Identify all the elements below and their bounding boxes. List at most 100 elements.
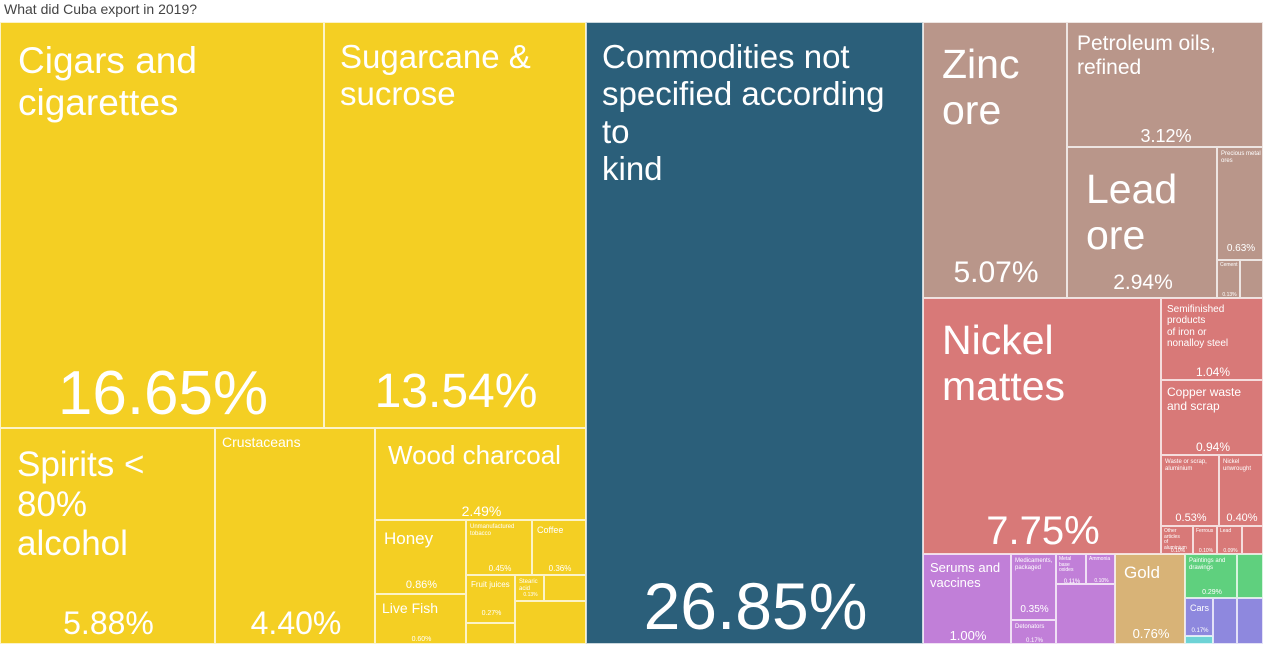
- treemap-label: Gold: [1124, 563, 1160, 582]
- treemap-percent: 7.75%: [986, 509, 1100, 553]
- treemap-percent: 0.11%: [1063, 579, 1081, 584]
- treemap-label: Commodities not specified according to k…: [602, 38, 885, 187]
- treemap-percent: 5.07%: [953, 256, 1039, 289]
- treemap-percent: 4.40%: [250, 605, 342, 641]
- treemap-cell-sugarcane-sucrose[interactable]: Sugarcane & sucrose 13.54%: [324, 22, 586, 428]
- treemap-label: Nickel unwrought: [1223, 459, 1252, 472]
- treemap-cell-minor[interactable]: [1056, 584, 1115, 644]
- treemap-cell-minor[interactable]: [1213, 598, 1237, 644]
- treemap-cell-ferrous[interactable]: Ferrous 0.10%: [1193, 526, 1217, 554]
- treemap-percent: 0.29%: [1202, 589, 1222, 596]
- treemap-percent: 0.63%: [1226, 243, 1256, 254]
- treemap-percent: 0.35%: [1020, 604, 1049, 615]
- treemap-cell-other-articles-of-aluminium[interactable]: Other articles of aluminium 0.10%: [1161, 526, 1193, 554]
- treemap-cell-honey[interactable]: Honey 0.86%: [375, 520, 466, 594]
- treemap-cell-minor[interactable]: [544, 575, 586, 601]
- treemap-percent: 1.04%: [1195, 365, 1231, 379]
- treemap-percent: 0.60%: [411, 636, 432, 643]
- treemap-cell-lead[interactable]: Lead 0.09%: [1217, 526, 1242, 554]
- treemap-cell-cigars-and-cigarettes[interactable]: Cigars and cigarettes 16.65%: [0, 22, 324, 428]
- treemap-percent: 0.27%: [481, 610, 502, 617]
- treemap-percent: 0.40%: [1226, 512, 1258, 524]
- treemap-percent: 0.10%: [1094, 578, 1109, 584]
- treemap-label: Zinc ore: [942, 41, 1020, 134]
- treemap-label: Ammonia: [1089, 556, 1111, 562]
- treemap-cell-unmanufactured-tobacco[interactable]: Unmanufactured tobacco 0.45%: [466, 520, 532, 575]
- treemap-label: Coffee: [537, 525, 564, 535]
- treemap-label: Serums and vaccines: [930, 560, 1001, 590]
- treemap-cell-gold[interactable]: Gold 0.76%: [1115, 554, 1185, 644]
- treemap-cell-ammonia[interactable]: Ammonia 0.10%: [1086, 554, 1115, 584]
- treemap-cell-nickel-mattes[interactable]: Nickel mattes 7.75%: [923, 298, 1161, 554]
- treemap-cell-commodities-not-specified-according-to-kind[interactable]: Commodities not specified according to k…: [586, 22, 923, 644]
- treemap-cell-live-fish[interactable]: Live Fish 0.60%: [375, 594, 466, 644]
- treemap-cell-coffee[interactable]: Coffee 0.36%: [532, 520, 586, 575]
- treemap-cell-nickel-unwrought[interactable]: Nickel unwrought 0.40%: [1219, 455, 1263, 526]
- treemap-label: Detonators: [1015, 624, 1045, 630]
- treemap-cell-wood-charcoal[interactable]: Wood charcoal 2.49%: [375, 428, 586, 520]
- treemap-percent: 0.17%: [1191, 628, 1209, 634]
- treemap-label: Cement: [1220, 262, 1238, 268]
- treemap-label: Ferrous: [1196, 528, 1214, 534]
- treemap-label: Cigars and cigarettes: [18, 40, 197, 123]
- treemap-cell-paintings-and-drawings[interactable]: Paintings and drawings 0.29%: [1185, 554, 1237, 598]
- treemap-cell-spirits-80-alcohol[interactable]: Spirits < 80% alcohol 5.88%: [0, 428, 215, 644]
- treemap-label: Lead ore: [1086, 166, 1178, 259]
- treemap-percent: 0.53%: [1175, 512, 1207, 524]
- treemap-label: Unmanufactured tobacco: [470, 524, 515, 537]
- treemap-label: Metal base oxides: [1059, 556, 1074, 574]
- treemap-percent: 5.88%: [63, 605, 154, 641]
- treemap-label: Lead: [1220, 528, 1232, 534]
- treemap-percent: 0.10%: [1198, 548, 1214, 554]
- treemap-cell-precious-metal-ores[interactable]: Precious metal ores 0.63%: [1217, 147, 1263, 260]
- treemap-percent: 0.09%: [1223, 548, 1238, 554]
- treemap-cell-lead-ore[interactable]: Lead ore 2.94%: [1067, 147, 1217, 298]
- treemap-percent: 0.45%: [488, 564, 512, 573]
- treemap-cell-minor[interactable]: [1242, 526, 1263, 554]
- treemap-cell-stearic-acid[interactable]: Stearic acid 0.13%: [515, 575, 544, 601]
- treemap-cell-serums-and-vaccines[interactable]: Serums and vaccines 1.00%: [923, 554, 1011, 644]
- treemap-cell-crustaceans[interactable]: Crustaceans 4.40%: [215, 428, 375, 644]
- treemap-label: Waste or scrap, aluminium: [1165, 459, 1207, 472]
- treemap-label: Semifinished products of iron or nonallo…: [1167, 304, 1229, 349]
- treemap-label: Spirits < 80% alcohol: [17, 445, 145, 564]
- treemap-cell-minor[interactable]: [1185, 636, 1213, 644]
- treemap-percent: 0.17%: [1025, 638, 1043, 644]
- treemap-label: Honey: [384, 529, 434, 548]
- treemap-percent: 0.76%: [1132, 626, 1170, 641]
- treemap-percent: 0.13%: [523, 592, 538, 598]
- treemap-label: Crustaceans: [222, 434, 301, 450]
- treemap-label: Precious metal ores: [1221, 151, 1261, 164]
- treemap-percent: 2.94%: [1113, 271, 1173, 294]
- treemap-cell-minor[interactable]: [1237, 598, 1263, 644]
- treemap-cell-fruit-juices[interactable]: Fruit juices 0.27%: [466, 575, 515, 623]
- treemap-label: Wood charcoal: [388, 440, 561, 470]
- treemap-percent: 0.13%: [1222, 292, 1237, 298]
- treemap-percent: 1.00%: [949, 628, 987, 643]
- treemap-cell-cars[interactable]: Cars 0.17%: [1185, 598, 1213, 636]
- treemap-cell-cement[interactable]: Cement 0.13%: [1217, 260, 1240, 298]
- treemap-cell-waste-or-scrap-aluminium[interactable]: Waste or scrap, aluminium 0.53%: [1161, 455, 1219, 526]
- treemap-cell-petroleum-oils-refined[interactable]: Petroleum oils, refined 3.12%: [1067, 22, 1263, 147]
- treemap-cell-metal-base-oxides[interactable]: Metal base oxides 0.11%: [1056, 554, 1086, 584]
- treemap-cell-detonators[interactable]: Detonators 0.17%: [1011, 620, 1056, 644]
- treemap-cell-minor[interactable]: [1240, 260, 1263, 298]
- treemap-cell-minor[interactable]: [466, 623, 515, 644]
- treemap-percent: 3.12%: [1140, 126, 1192, 146]
- treemap-percent: 13.54%: [374, 365, 538, 418]
- treemap-label: Stearic acid: [519, 579, 538, 592]
- treemap-label: Cars: [1190, 603, 1210, 613]
- treemap-label: Copper waste and scrap: [1167, 385, 1242, 413]
- treemap-cell-zinc-ore[interactable]: Zinc ore 5.07%: [923, 22, 1067, 298]
- treemap-label: Sugarcane & sucrose: [340, 38, 531, 113]
- chart-title: What did Cuba export in 2019?: [4, 1, 198, 17]
- treemap-cell-minor[interactable]: [515, 601, 586, 644]
- treemap-percent: 26.85%: [643, 569, 868, 643]
- treemap-cell-semifinished-products-of-iron-or-nonalloy-steel[interactable]: Semifinished products of iron or nonallo…: [1161, 298, 1263, 380]
- treemap-label: Other articles of aluminium: [1164, 528, 1187, 551]
- treemap-percent: 0.94%: [1195, 440, 1231, 454]
- treemap-cell-medicaments-packaged[interactable]: Medicaments, packaged 0.35%: [1011, 554, 1056, 620]
- treemap-cell-copper-waste-and-scrap[interactable]: Copper waste and scrap 0.94%: [1161, 380, 1263, 455]
- treemap-cell-minor[interactable]: [1237, 554, 1263, 598]
